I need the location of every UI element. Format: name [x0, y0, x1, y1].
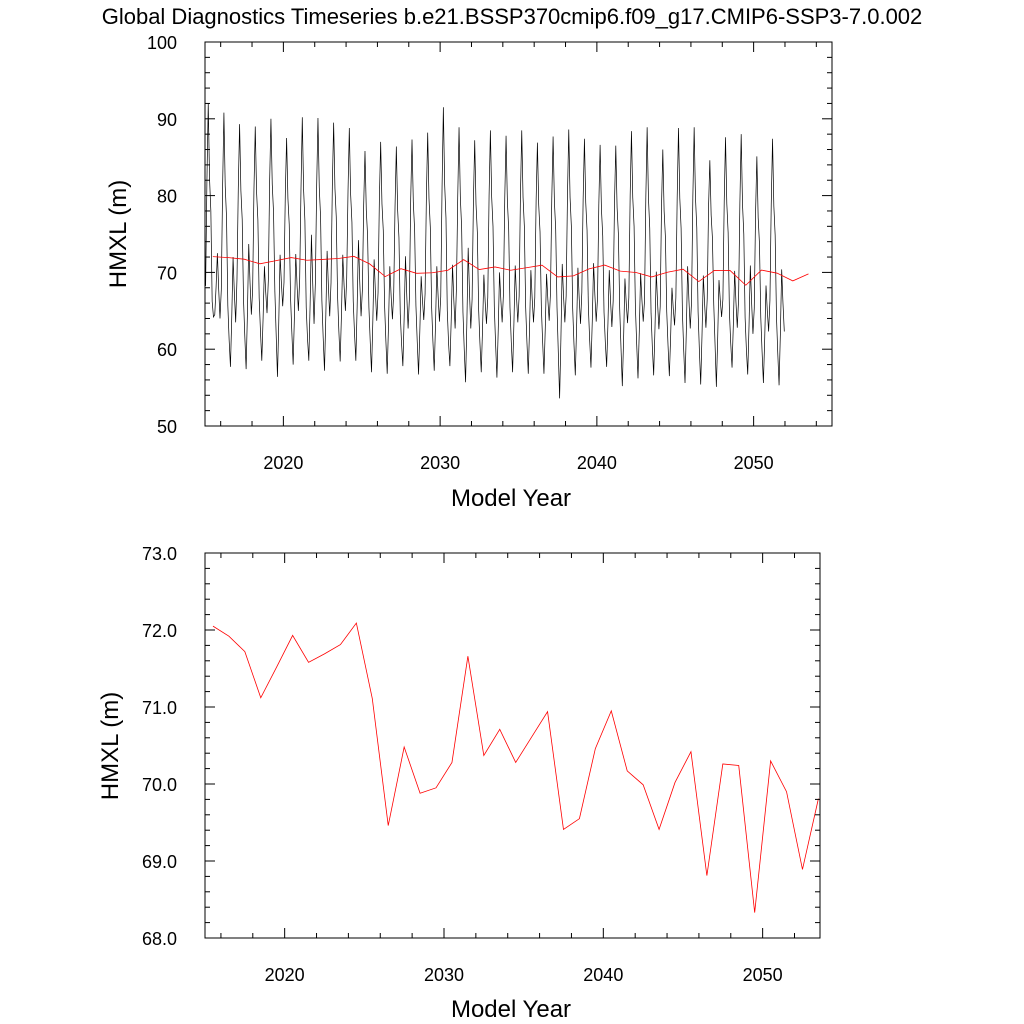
series-line-1 [212, 255, 809, 286]
y-tick-label: 69.0 [142, 852, 177, 872]
bottom-panel: Model Year HMXL (m) 2020 2030 2040 2050 68.0… [97, 544, 821, 1023]
y-tick-label: 71.0 [142, 698, 177, 718]
y-axis-label: HMXL (m) [97, 692, 124, 800]
y-tick-label: 70 [157, 263, 177, 283]
y-tick-label: 70.0 [142, 775, 177, 795]
x-tick-label: 2050 [743, 965, 783, 985]
y-tick-label: 72.0 [142, 621, 177, 641]
x-tick-label: 2030 [424, 965, 464, 985]
y-tick-label: 100 [147, 33, 177, 53]
y-tick-label: 90 [157, 110, 177, 130]
top-panel: Model Year HMXL (m) 2020 2030 2040 2050 50 60… [105, 33, 833, 512]
series-line-0 [205, 103, 785, 399]
y-tick-label: 80 [157, 187, 177, 207]
figure-title: Global Diagnostics Timeseries b.e21.BSSP… [102, 4, 923, 29]
x-tick-label: 2040 [577, 453, 617, 473]
x-tick-label: 2020 [265, 965, 305, 985]
plot-frame [204, 552, 821, 939]
x-axis-label: Model Year [451, 996, 571, 1023]
x-tick-label: 2030 [420, 453, 460, 473]
series-line-0 [212, 622, 819, 913]
plot-frame [204, 41, 833, 427]
x-tick-label: 2020 [263, 453, 303, 473]
y-tick-label: 50 [157, 417, 177, 437]
y-tick-label: 60 [157, 340, 177, 360]
y-tick-label: 73.0 [142, 544, 177, 564]
y-tick-label: 68.0 [142, 929, 177, 949]
y-axis-label: HMXL (m) [105, 180, 132, 288]
x-tick-label: 2040 [583, 965, 623, 985]
x-axis-label: Model Year [451, 485, 571, 512]
x-tick-label: 2050 [734, 453, 774, 473]
